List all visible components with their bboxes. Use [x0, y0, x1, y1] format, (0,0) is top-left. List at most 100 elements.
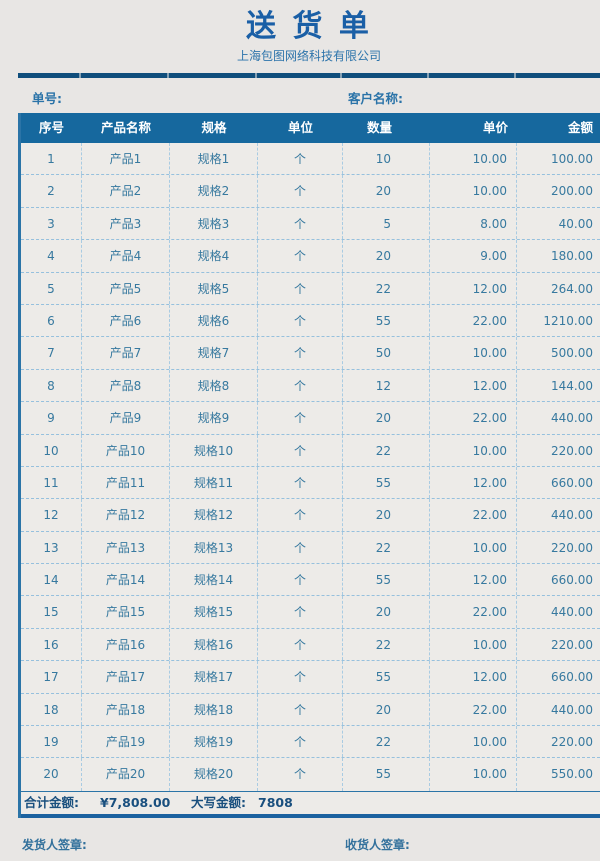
table-row: 10 产品10 规格10 个 22 10.00 220.00	[21, 434, 600, 467]
cell-product-name: 产品18	[82, 693, 170, 726]
cell-unit-price: 10.00	[430, 434, 517, 466]
cell-product-name: 产品11	[82, 466, 170, 499]
capital-amount-label: 大写金额:	[191, 794, 246, 810]
cell-amount: 660.00	[551, 670, 593, 685]
cell-product-name: 产品3	[82, 207, 170, 240]
order-no-label: 单号:	[32, 91, 62, 106]
table-row: 20 产品20 规格20 个 55 10.00 550.00	[21, 758, 600, 791]
cell-index: 9	[21, 402, 82, 434]
cell-amount: 100.00	[551, 152, 593, 166]
customer-name-label: 客户名称:	[348, 91, 403, 106]
cell-spec: 规格11	[170, 466, 258, 499]
cell-unit: 个	[258, 434, 343, 466]
table-row: 5 产品5 规格5 个 22 12.00 264.00	[21, 272, 600, 305]
cell-qty: 22	[343, 272, 430, 304]
header-cell-spec: 规格	[201, 120, 227, 135]
cell-unit: 个	[258, 304, 343, 337]
cell-amount: 220.00	[551, 540, 593, 555]
cell-product-name: 产品15	[82, 596, 170, 628]
cell-unit: 个	[258, 402, 343, 434]
cell-qty: 20	[343, 402, 430, 434]
table-header-row: 序号 产品名称 规格 单位 数量 单价 金额	[21, 113, 600, 143]
cell-unit: 个	[258, 726, 343, 758]
capital-amount-value: 7808	[258, 794, 293, 810]
cell-unit: 个	[258, 596, 343, 628]
cell-unit-price: 22.00	[430, 596, 517, 628]
cell-product-name: 产品6	[82, 304, 170, 337]
cell-qty: 55	[343, 661, 430, 693]
cell-unit: 个	[258, 369, 343, 402]
cell-spec: 规格18	[170, 693, 258, 726]
table-row: 19 产品19 规格19 个 22 10.00 220.00	[21, 726, 600, 759]
cell-product-name: 产品17	[82, 661, 170, 693]
cell-unit-price: 12.00	[430, 369, 517, 402]
divider-notch	[427, 73, 429, 78]
total-amount-value: ¥7,808.00	[100, 794, 171, 810]
cell-spec: 规格14	[170, 564, 258, 596]
cell-amount: 220.00	[551, 443, 593, 458]
signature-row: 发货人签章: 收货人签章:	[0, 836, 600, 854]
divider-notch	[340, 73, 342, 78]
cell-product-name: 产品19	[82, 726, 170, 758]
cell-qty: 20	[343, 693, 430, 726]
cell-spec: 规格6	[170, 304, 258, 337]
table-row: 11 产品11 规格11 个 55 12.00 660.00	[21, 466, 600, 500]
divider-notch	[255, 73, 257, 78]
cell-product-name: 产品2	[82, 175, 170, 207]
doc-header: 送 货 单 上海包图网络科技有限公司	[18, 0, 600, 64]
cell-spec: 规格4	[170, 240, 258, 272]
cell-unit-price: 22.00	[430, 693, 517, 726]
cell-qty: 12	[343, 369, 430, 402]
cell-index: 2	[21, 175, 82, 207]
cell-product-name: 产品13	[82, 531, 170, 564]
cell-unit: 个	[258, 207, 343, 240]
cell-index: 20	[21, 758, 82, 791]
cell-unit-price: 10.00	[430, 531, 517, 564]
table-row: 12 产品12 规格12 个 20 22.00 440.00	[21, 499, 600, 532]
cell-product-name: 产品5	[82, 272, 170, 304]
doc-title: 送 货 单	[246, 9, 372, 44]
table-row: 2 产品2 规格2 个 20 10.00 200.00	[21, 175, 600, 208]
cell-product-name: 产品4	[82, 240, 170, 272]
cell-unit: 个	[258, 175, 343, 207]
cell-index: 5	[21, 272, 82, 304]
cell-index: 10	[21, 434, 82, 466]
cell-qty: 55	[343, 564, 430, 596]
cell-product-name: 产品14	[82, 564, 170, 596]
cell-amount: 660.00	[551, 475, 593, 490]
cell-product-name: 产品9	[82, 402, 170, 434]
cell-spec: 规格7	[170, 337, 258, 369]
cell-amount: 500.00	[551, 346, 593, 361]
cell-unit-price: 10.00	[430, 337, 517, 369]
cell-product-name: 产品8	[82, 369, 170, 402]
cell-unit-price: 12.00	[430, 272, 517, 304]
table-row: 6 产品6 规格6 个 55 22.00 1210.00	[21, 304, 600, 338]
cell-unit-price: 22.00	[430, 499, 517, 531]
cell-spec: 规格12	[170, 499, 258, 531]
divider-notch	[514, 73, 516, 78]
cell-unit: 个	[258, 240, 343, 272]
cell-qty: 10	[343, 143, 430, 175]
cell-amount: 264.00	[551, 281, 593, 296]
cell-unit-price: 10.00	[430, 726, 517, 758]
table-row: 16 产品16 规格16 个 22 10.00 220.00	[21, 628, 600, 662]
table-row: 9 产品9 规格9 个 20 22.00 440.00	[21, 402, 600, 435]
cell-product-name: 产品12	[82, 499, 170, 531]
cell-spec: 规格9	[170, 402, 258, 434]
cell-index: 3	[21, 207, 82, 240]
cell-unit-price: 9.00	[430, 240, 517, 272]
shipper-signature-label: 发货人签章:	[22, 838, 87, 852]
cell-qty: 20	[343, 499, 430, 531]
cell-spec: 规格20	[170, 758, 258, 791]
cell-qty: 22	[343, 434, 430, 466]
cell-product-name: 产品10	[82, 434, 170, 466]
cell-index: 4	[21, 240, 82, 272]
cell-spec: 规格3	[170, 207, 258, 240]
cell-unit-price: 10.00	[430, 143, 517, 175]
table-row: 17 产品17 规格17 个 55 12.00 660.00	[21, 661, 600, 694]
cell-index: 8	[21, 369, 82, 402]
cell-unit: 个	[258, 661, 343, 693]
cell-unit-price: 8.00	[430, 207, 517, 240]
cell-qty: 22	[343, 531, 430, 564]
